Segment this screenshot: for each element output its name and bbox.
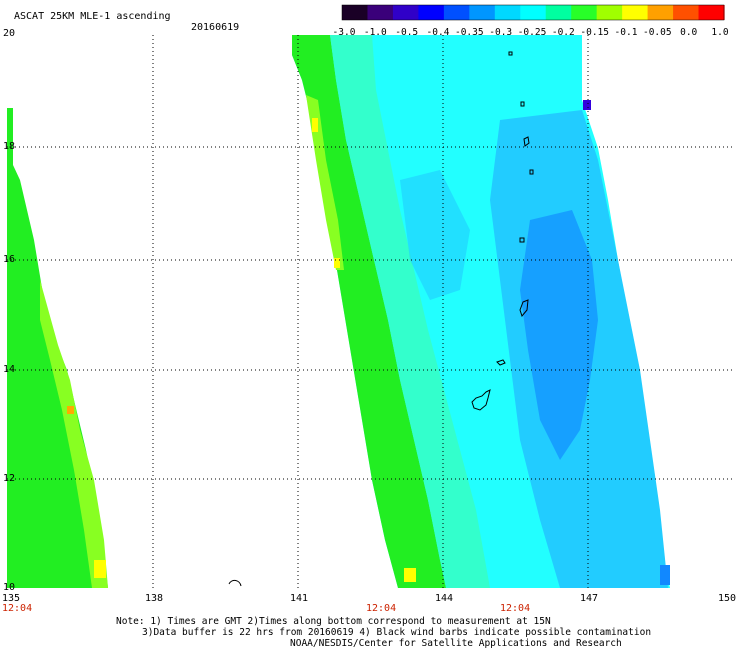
colorbar-tick-label: -0.05 [643, 27, 672, 38]
colorbar-tick-label: -0.25 [518, 27, 547, 38]
product-title: ASCAT 25KM MLE-1 ascending [14, 11, 171, 22]
colorbar-swatch [342, 5, 369, 20]
colorbar-tick-labels: -3.0 -1.0 -0.5 -0.4 -0.35 -0.3 -0.25 -0.2 -0.15-… [333, 27, 729, 38]
colorbar-swatch [698, 5, 725, 20]
right-swath-lightblue-mid [400, 170, 470, 300]
note-line-2: 3)Data buffer is 22 hrs from 20160619 4)… [142, 627, 652, 638]
lat-label: 10 [3, 582, 16, 593]
right-swath-blue-core [520, 210, 598, 460]
colorbar-tick-label: -0.5 [395, 27, 418, 38]
time-label: 12:04 [366, 603, 397, 614]
lat-label: 16 [3, 254, 16, 265]
colorbar-swatch [520, 5, 547, 20]
colorbar-tick-label: -0.15 [580, 27, 609, 38]
island-outlines [228, 51, 534, 587]
colorbar-border [341, 4, 725, 21]
colorbar-tick-label: -0.2 [552, 27, 575, 38]
lon-label: 135 [2, 593, 21, 604]
right-swath-yellow-pixel-2 [334, 258, 340, 268]
time-label: 12:04 [2, 603, 33, 614]
small-island-2 [520, 101, 525, 107]
colorbar-tick-label: -0.1 [615, 27, 638, 38]
graticule [7, 35, 733, 588]
left-swath-yellow-pixel [94, 560, 106, 578]
colorbar-swatch [392, 5, 419, 20]
product-date: 20160619 [191, 22, 240, 33]
colorbar-swatch [647, 5, 674, 20]
note-line-3: NOAA/NESDIS/Center for Satellite Applica… [290, 638, 622, 649]
colorbar-swatch [418, 5, 445, 20]
colorbar-tick-label: -0.3 [489, 27, 512, 38]
guam-outline [471, 389, 491, 411]
colorbar [341, 4, 725, 21]
colorbar-tick-label: 0.0 [680, 27, 697, 38]
colorbar-swatch [622, 5, 649, 20]
colorbar-swatch [494, 5, 521, 20]
right-swath-yellow-pixel-1 [312, 118, 318, 132]
colorbar-tick-label: 1.0 [711, 27, 728, 38]
note-line-1: Note: 1) Times are GMT 2)Times along bot… [116, 616, 551, 627]
left-swath-orange-pixel [67, 406, 74, 414]
colorbar-tick-label: -0.4 [427, 27, 450, 38]
time-label: 12:04 [500, 603, 531, 614]
lat-label: 18 [3, 141, 16, 152]
colorbar-tick-label: -0.35 [455, 27, 484, 38]
wind-swaths [7, 35, 670, 588]
colorbar-swatch [596, 5, 623, 20]
colorbar-tick-label: -1.0 [364, 27, 387, 38]
lon-label: 141 [290, 593, 309, 604]
small-island-6 [228, 579, 242, 587]
right-swath-lime-streak [306, 95, 344, 270]
small-island-3 [519, 237, 525, 243]
right-swath-green-band [292, 35, 446, 588]
saipan-outline [519, 299, 529, 318]
small-island-5 [508, 51, 513, 56]
lon-label: 144 [435, 593, 454, 604]
colorbar-swatch [545, 5, 572, 20]
colorbar-tick-label: -3.0 [333, 27, 356, 38]
right-swath-aqua-band [330, 35, 490, 588]
colorbar-swatch [469, 5, 496, 20]
lon-label: 147 [580, 593, 599, 604]
colorbar-swatch [571, 5, 598, 20]
small-island-1 [523, 136, 530, 147]
lat-label: 14 [3, 364, 16, 375]
left-swath-lime [40, 280, 108, 588]
right-swath-blue-pixel [660, 565, 670, 585]
lon-label: 138 [145, 593, 164, 604]
right-swath-yellow-pixel-3 [404, 568, 416, 582]
rota-outline [496, 359, 506, 366]
lon-label: 150 [718, 593, 737, 604]
colorbar-swatch [673, 5, 700, 20]
lat-label: 12 [3, 473, 16, 484]
colorbar-swatch [367, 5, 394, 20]
small-island-4 [529, 169, 534, 175]
lat-label: 20 [3, 28, 16, 39]
right-swath-purple-pixel [583, 100, 591, 110]
colorbar-swatch [443, 5, 470, 20]
